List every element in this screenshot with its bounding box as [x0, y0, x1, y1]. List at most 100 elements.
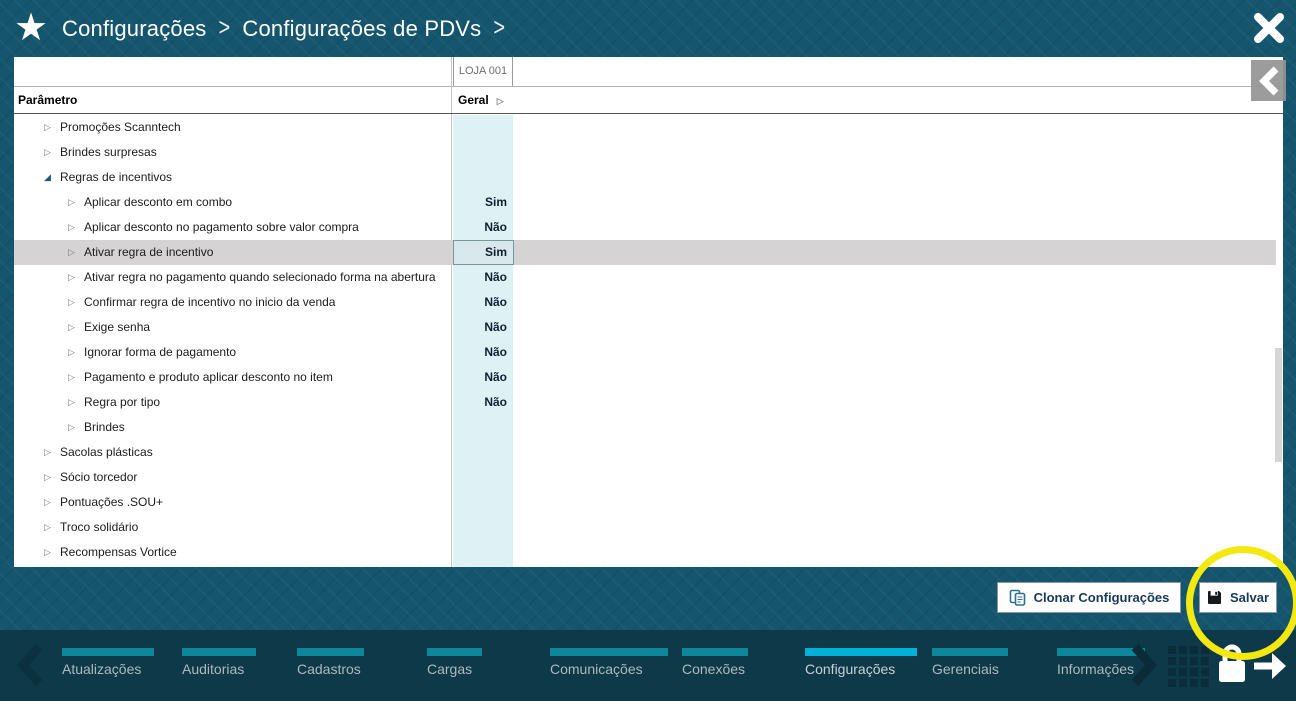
- lock-icon[interactable]: [1216, 641, 1248, 687]
- nav-tab-indicator: [932, 648, 1008, 656]
- tree-row[interactable]: ▷ Promoções Scanntech: [14, 115, 1276, 140]
- nav-scroll-left-icon[interactable]: [16, 643, 44, 687]
- parameter-label: Aplicar desconto no pagamento sobre valo…: [84, 220, 359, 234]
- parameter-value-cell[interactable]: Não: [484, 295, 507, 309]
- exit-arrow-icon[interactable]: [1252, 649, 1290, 683]
- collapse-node-icon[interactable]: ◢: [44, 172, 51, 182]
- nav-tab-atualizac-o-es[interactable]: Atualizações: [62, 648, 154, 677]
- collapse-panel-button[interactable]: [1251, 60, 1286, 101]
- expand-node-icon[interactable]: ▷: [68, 347, 75, 357]
- tree-row[interactable]: ▷ Sócio torcedor: [14, 465, 1276, 490]
- expand-node-icon[interactable]: ▷: [44, 497, 51, 507]
- expand-node-icon[interactable]: ▷: [68, 297, 75, 307]
- grid-cell: [1168, 679, 1176, 687]
- store-column-header[interactable]: LOJA 001: [453, 57, 513, 86]
- tree-row[interactable]: ▷ Regra por tipo Não: [14, 390, 1276, 415]
- titlebar: ★ Configurações > Configurações de PDVs …: [0, 0, 1296, 57]
- nav-tab-indicator: [62, 648, 154, 656]
- parameter-value-cell[interactable]: Sim: [453, 240, 514, 265]
- nav-tab-indicator: [682, 648, 748, 656]
- tree-row[interactable]: ▷ Ativar regra de incentivo Sim: [14, 240, 1276, 265]
- nav-tab-cadastros[interactable]: Cadastros: [297, 648, 364, 677]
- expand-node-icon[interactable]: ▷: [68, 222, 75, 232]
- tree-row[interactable]: ▷ Exige senha Não: [14, 315, 1276, 340]
- parameter-label: Regra por tipo: [84, 395, 161, 409]
- apps-grid-icon[interactable]: [1168, 646, 1211, 689]
- tree-row[interactable]: ▷ Pagamento e produto aplicar desconto no…: [14, 365, 1276, 390]
- nav-tab-label: Configurações: [805, 661, 896, 677]
- grid-cell: [1179, 646, 1187, 654]
- parameter-value-cell[interactable]: Não: [484, 395, 507, 409]
- scrollbar-thumb[interactable]: [1275, 348, 1282, 462]
- tree-row[interactable]: ▷ Aplicar desconto no pagamento sobre val…: [14, 215, 1276, 240]
- tree-row[interactable]: ▷ Sacolas plásticas: [14, 440, 1276, 465]
- parameter-value-cell[interactable]: Não: [484, 320, 507, 334]
- parameter-label: Ativar regra de incentivo: [84, 245, 214, 259]
- parameter-value-cell[interactable]: Não: [484, 270, 507, 284]
- grid-cell: [1201, 679, 1209, 687]
- expand-node-icon[interactable]: ▷: [44, 522, 51, 532]
- grid-cell: [1168, 646, 1176, 654]
- parameter-value-cell[interactable]: Sim: [484, 195, 507, 209]
- tree-row[interactable]: ▷ Brindes surpresas: [14, 140, 1276, 165]
- tree-row[interactable]: ▷ Troco solidário: [14, 515, 1276, 540]
- tree-row[interactable]: ▷ Ativar regra no pagamento quando seleci…: [14, 265, 1276, 290]
- value-group-header[interactable]: Geral ▷: [458, 93, 504, 107]
- expand-node-icon[interactable]: ▷: [68, 372, 75, 382]
- nav-tab-indicator: [1057, 648, 1145, 656]
- breadcrumb-separator: >: [493, 14, 506, 42]
- nav-tab-indicator: [297, 648, 364, 656]
- close-icon[interactable]: [1252, 11, 1286, 45]
- expand-node-icon[interactable]: ▷: [68, 272, 75, 282]
- nav-tab-label: Cadastros: [297, 661, 361, 677]
- nav-scroll-right-icon[interactable]: [1130, 643, 1158, 687]
- nav-tab-informac-o-es[interactable]: Informações: [1057, 648, 1145, 677]
- parameter-label: Confirmar regra de incentivo no inicio d…: [84, 295, 336, 309]
- nav-tab-configurac-o-es[interactable]: Configurações: [805, 648, 917, 677]
- expand-node-icon[interactable]: ▷: [44, 547, 51, 557]
- expand-node-icon[interactable]: ▷: [44, 472, 51, 482]
- tree-row[interactable]: ◢ Regras de incentivos: [14, 165, 1276, 190]
- parameter-label: Exige senha: [84, 320, 151, 334]
- grid-cell: [1179, 679, 1187, 687]
- expand-column-icon[interactable]: ▷: [496, 96, 504, 106]
- expand-node-icon[interactable]: ▷: [44, 147, 51, 157]
- breadcrumb-item-configuracoes-pdvs[interactable]: Configurações de PDVs: [242, 15, 482, 41]
- expand-node-icon[interactable]: ▷: [68, 397, 75, 407]
- expand-node-icon[interactable]: ▷: [68, 197, 75, 207]
- expand-node-icon[interactable]: ▷: [68, 247, 75, 257]
- tree-row[interactable]: ▷ Aplicar desconto em combo Sim: [14, 190, 1276, 215]
- breadcrumb-separator: >: [218, 14, 231, 42]
- tree-row[interactable]: ▷ Brindes: [14, 415, 1276, 440]
- grid-cell: [1190, 646, 1198, 654]
- grid-cell: [1179, 657, 1187, 665]
- copy-pages-icon: [1009, 589, 1025, 606]
- nav-tab-comunicac-o-es[interactable]: Comunicações: [550, 648, 668, 677]
- nav-tab-gerenciais[interactable]: Gerenciais: [932, 648, 1008, 677]
- tree-row[interactable]: ▷ Confirmar regra de incentivo no inicio …: [14, 290, 1276, 315]
- tree-row[interactable]: ▷ Recompensas Vortice: [14, 540, 1276, 565]
- scroll-down-icon[interactable]: ▼: [1270, 556, 1278, 565]
- parameter-label: Brindes: [84, 420, 125, 434]
- tree-row[interactable]: ▷ Pontuações .SOU+: [14, 490, 1276, 515]
- expand-node-icon[interactable]: ▷: [44, 447, 51, 457]
- save-button-label: Salvar: [1229, 590, 1270, 605]
- nav-tab-auditorias[interactable]: Auditorias: [182, 648, 256, 677]
- expand-node-icon[interactable]: ▷: [68, 422, 75, 432]
- breadcrumb-item-configuracoes[interactable]: Configurações: [62, 15, 207, 41]
- save-button[interactable]: Salvar: [1199, 582, 1277, 613]
- nav-tab-cargas[interactable]: Cargas: [427, 648, 482, 677]
- expand-node-icon[interactable]: ▷: [68, 322, 75, 332]
- clone-button-label: Clonar Configurações: [1033, 590, 1170, 605]
- parameter-value-cell[interactable]: Não: [484, 220, 507, 234]
- clone-configurations-button[interactable]: Clonar Configurações: [997, 582, 1181, 613]
- footer-actions: Clonar Configurações Salvar: [0, 567, 1296, 630]
- parameter-value-cell[interactable]: Não: [484, 345, 507, 359]
- nav-tab-conexo-es[interactable]: Conexões: [682, 648, 748, 677]
- tree-rows: ▷ Promoções Scanntech ▷ Brindes surpresas ◢ R…: [14, 115, 1276, 565]
- expand-node-icon[interactable]: ▷: [44, 122, 51, 132]
- nav-tab-label: Auditorias: [182, 661, 245, 677]
- parameter-value-cell[interactable]: Não: [484, 370, 507, 384]
- parameter-label: Aplicar desconto em combo: [84, 195, 233, 209]
- tree-row[interactable]: ▷ Ignorar forma de pagamento Não: [14, 340, 1276, 365]
